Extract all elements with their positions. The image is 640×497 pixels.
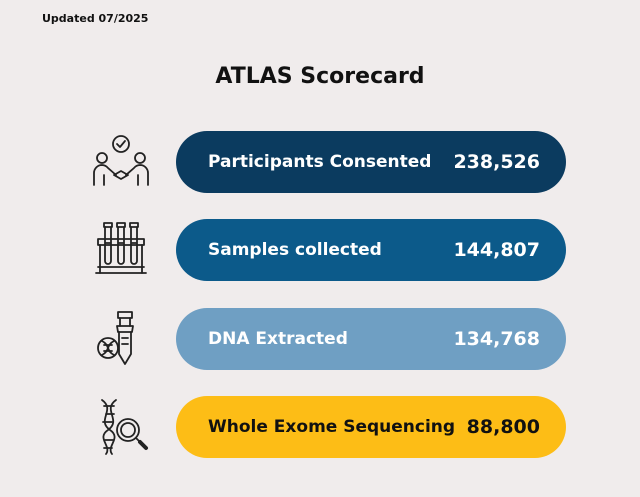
metric-value: 238,526 <box>453 151 540 173</box>
page-title: ATLAS Scorecard <box>215 64 425 89</box>
metric-label: DNA Extracted <box>208 329 348 349</box>
updated-date: Updated 07/2025 <box>42 12 149 25</box>
samples-collected-pill: Samples collected 144,807 <box>176 219 566 281</box>
metric-value: 134,768 <box>453 328 540 350</box>
metric-row-dna-extracted: DNA Extracted 134,768 <box>0 308 640 370</box>
metric-row-participants: Participants Consented 238,526 <box>0 131 640 193</box>
dna-tube-icon <box>90 308 152 370</box>
dna-extracted-pill: DNA Extracted 134,768 <box>176 308 566 370</box>
metric-label: Whole Exome Sequencing <box>208 417 456 437</box>
metric-row-samples: Samples collected 144,807 <box>0 219 640 281</box>
metric-value: 144,807 <box>453 239 540 261</box>
metric-row-sequencing: Whole Exome Sequencing 88,800 <box>0 396 640 458</box>
people-handshake-icon <box>90 131 152 193</box>
whole-exome-sequencing-pill: Whole Exome Sequencing 88,800 <box>176 396 566 458</box>
dna-magnifier-icon <box>90 396 152 458</box>
metric-label: Samples collected <box>208 240 382 260</box>
metric-label: Participants Consented <box>208 152 432 172</box>
test-tubes-icon <box>90 219 152 281</box>
metric-value: 88,800 <box>466 416 540 438</box>
participants-consented-pill: Participants Consented 238,526 <box>176 131 566 193</box>
